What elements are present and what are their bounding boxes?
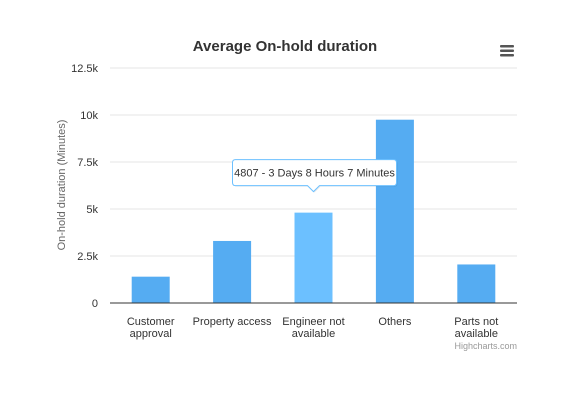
- bar[interactable]: [375, 119, 414, 303]
- credits-link[interactable]: Highcharts.com: [454, 341, 517, 351]
- y-tick-label: 12.5k: [71, 63, 98, 75]
- y-tick-label: 2.5k: [77, 251, 98, 263]
- hamburger-menu-icon: [500, 45, 514, 57]
- bar[interactable]: [213, 240, 252, 303]
- bar[interactable]: [131, 276, 170, 303]
- tooltip-text: 4807 - 3 Days 8 Hours 7 Minutes: [234, 168, 395, 180]
- x-tick-label: Customer approval: [127, 316, 175, 340]
- chart-title: Average On-hold duration: [193, 38, 377, 55]
- bar[interactable]: [294, 212, 333, 303]
- x-tick-label: Property access: [193, 316, 272, 328]
- y-axis-label: On-hold duration (Minutes): [56, 120, 68, 251]
- x-axis-labels: Customer approval Property access Engineer …: [127, 316, 498, 340]
- tooltip-box: [232, 159, 397, 193]
- y-tick-label: 0: [92, 298, 98, 310]
- bar[interactable]: [457, 264, 496, 303]
- y-tick-label: 5k: [86, 204, 98, 216]
- x-tick-label: Others: [378, 316, 412, 328]
- y-tick-label: 7.5k: [77, 157, 98, 169]
- y-tick-label: 10k: [80, 110, 98, 122]
- x-tick-label: Parts not available: [454, 316, 498, 340]
- y-axis-ticks: 0 2.5k 5k 7.5k 10k 12.5k: [71, 63, 98, 310]
- tooltip: 4807 - 3 Days 8 Hours 7 Minutes: [232, 159, 398, 193]
- x-tick-label: Engineer not available: [282, 316, 344, 340]
- context-menu-button[interactable]: [497, 41, 517, 61]
- bar-series: [131, 119, 496, 303]
